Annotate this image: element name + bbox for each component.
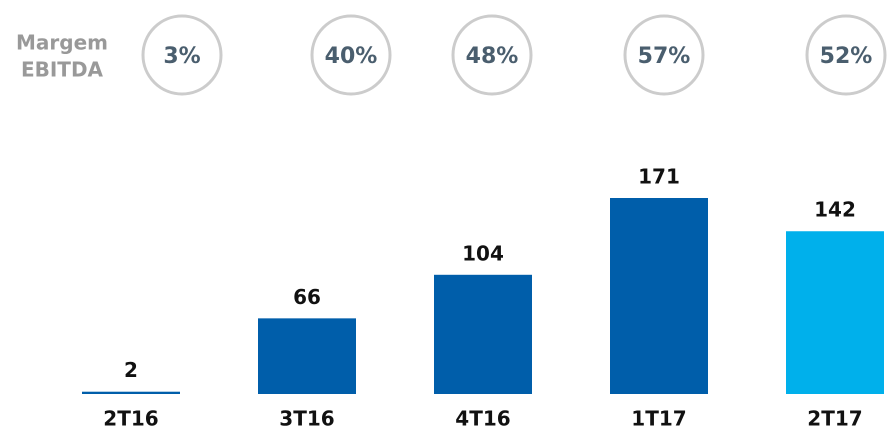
- margin-circle: [310, 14, 392, 96]
- margin-circle: [623, 14, 705, 96]
- value-label: 104: [462, 241, 504, 265]
- margin-label: EBITDA: [21, 58, 104, 82]
- bar: [610, 198, 708, 394]
- value-label: 66: [293, 285, 321, 309]
- bar: [258, 318, 356, 394]
- margin-value: 48%: [466, 44, 519, 69]
- margin-value: 52%: [820, 44, 873, 69]
- margin-label: Margem: [16, 31, 108, 55]
- margin-value: 40%: [325, 44, 378, 69]
- x-tick-label: 3T16: [279, 407, 334, 431]
- bar: [82, 391, 180, 394]
- bar: [786, 231, 884, 394]
- value-label: 142: [814, 198, 856, 222]
- x-tick-label: 2T17: [807, 407, 862, 431]
- x-tick-label: 4T16: [455, 407, 510, 431]
- margin-value: 57%: [638, 44, 691, 69]
- x-tick-label: 1T17: [631, 407, 686, 431]
- value-label: 171: [638, 165, 680, 189]
- margin-circle: [141, 14, 223, 96]
- bar: [434, 274, 532, 394]
- margin-circle: [805, 14, 887, 96]
- margin-circle: [451, 14, 533, 96]
- value-label: 2: [124, 358, 138, 382]
- margin-value: 3%: [163, 44, 200, 69]
- x-tick-label: 2T16: [103, 407, 158, 431]
